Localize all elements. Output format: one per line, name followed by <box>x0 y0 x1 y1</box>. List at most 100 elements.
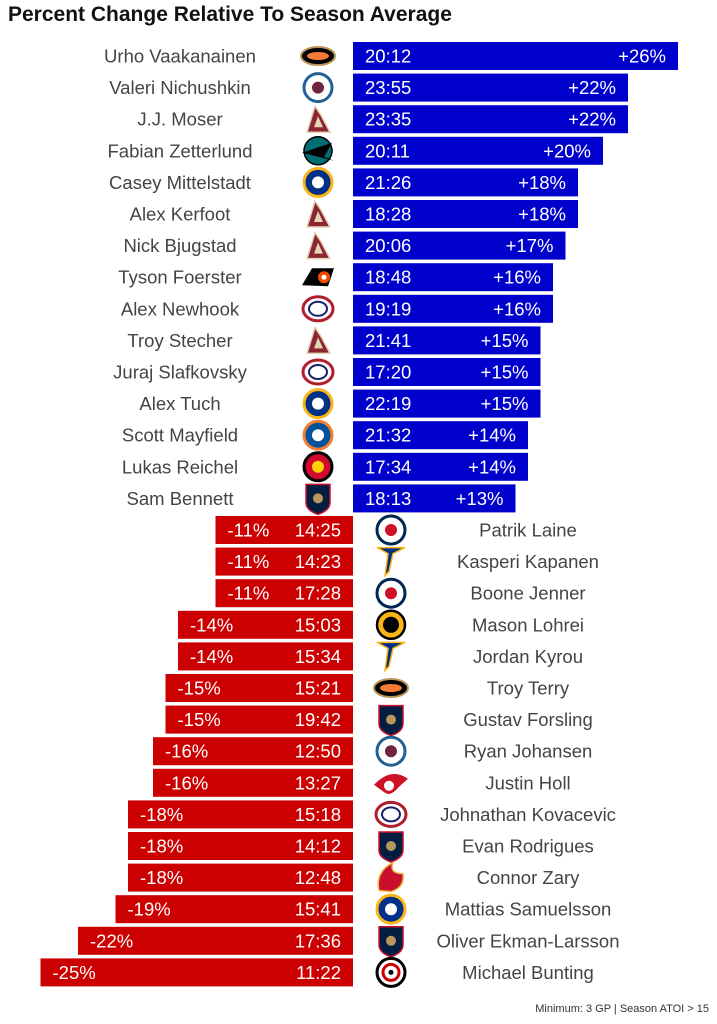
toi-label: 13:27 <box>295 772 341 793</box>
player-name: Boone Jenner <box>470 583 585 604</box>
toi-label: 15:18 <box>295 804 341 825</box>
toi-label: 12:48 <box>295 867 341 888</box>
chart-title: Percent Change Relative To Season Averag… <box>8 3 452 26</box>
florida-panthers-logo-icon <box>378 831 404 863</box>
bar-positive <box>353 452 528 481</box>
player-name: Fabian Zetterlund <box>107 140 252 161</box>
bar-negative <box>128 832 353 860</box>
pct-label: -16% <box>165 772 208 793</box>
player-name: Sam Bennett <box>127 488 234 509</box>
pct-label: +22% <box>568 109 616 130</box>
toi-label: 15:03 <box>295 614 341 635</box>
toi-label: 17:20 <box>365 362 411 383</box>
player-name: Connor Zary <box>477 867 581 888</box>
toi-label: 20:12 <box>365 46 411 67</box>
boston-bruins-logo-icon <box>375 609 407 641</box>
player-name: Troy Terry <box>487 678 570 699</box>
player-name: Mason Lohrei <box>472 614 584 635</box>
chart-rows: 20:12 +26% Urho Vaakanainen 23:55 +22% Valeri… <box>40 42 678 988</box>
pct-label: -16% <box>165 741 208 762</box>
player-name: Valeri Nichushkin <box>109 77 251 98</box>
player-name: Mattias Samuelsson <box>445 899 612 920</box>
player-name: Alex Kerfoot <box>130 204 231 225</box>
pct-label: -22% <box>90 930 133 951</box>
columbus-blue-jackets-logo-icon <box>375 514 407 546</box>
bar-positive <box>353 484 516 513</box>
pct-label: +26% <box>618 46 666 67</box>
chicago-blackhawks-logo-icon <box>302 451 334 483</box>
toi-label: 21:41 <box>365 330 411 351</box>
toi-label: 15:34 <box>295 646 341 667</box>
pct-label: -18% <box>140 804 183 825</box>
toi-label: 14:23 <box>295 551 341 572</box>
bar-positive <box>353 105 628 134</box>
anaheim-ducks-logo-icon <box>300 46 336 66</box>
toi-label: 14:25 <box>295 520 341 541</box>
toi-label: 20:06 <box>365 235 411 256</box>
pct-label: +13% <box>456 488 504 509</box>
colorado-avalanche-logo-icon <box>302 72 334 104</box>
bar-negative <box>215 579 353 608</box>
bar-negative <box>78 926 353 955</box>
toi-label: 18:13 <box>365 488 411 509</box>
pct-label: -18% <box>140 867 183 888</box>
pct-label: -11% <box>228 520 270 541</box>
player-name: Troy Stecher <box>127 330 232 351</box>
pct-label: -25% <box>53 962 96 983</box>
buffalo-sabres-logo-icon <box>375 893 407 925</box>
toi-label: 20:11 <box>365 140 410 161</box>
player-name: Michael Bunting <box>462 962 594 983</box>
player-name: Urho Vaakanainen <box>104 46 256 67</box>
toi-label: 12:50 <box>295 741 341 762</box>
detroit-red-wings-logo-icon <box>374 774 408 794</box>
player-name: Kasperi Kapanen <box>457 551 599 572</box>
toi-label: 18:48 <box>365 267 411 288</box>
player-name: Alex Tuch <box>139 393 220 414</box>
bar-positive <box>353 168 578 197</box>
bar-negative <box>128 863 353 892</box>
toi-label: 17:28 <box>295 583 341 604</box>
bar-negative <box>215 516 353 544</box>
player-name: Oliver Ekman-Larsson <box>436 930 619 951</box>
toi-label: 22:19 <box>365 393 411 414</box>
player-name: Scott Mayfield <box>122 425 238 446</box>
player-name: Jordan Kyrou <box>473 646 583 667</box>
bar-negative <box>40 958 353 987</box>
bar-negative <box>128 800 353 829</box>
pct-label: +16% <box>493 267 541 288</box>
player-name: Casey Mittelstadt <box>109 172 251 193</box>
pct-label: -11% <box>228 583 270 604</box>
player-name: Tyson Foerster <box>118 267 241 288</box>
player-name: Evan Rodrigues <box>462 836 594 857</box>
toi-label: 15:21 <box>295 678 341 699</box>
montreal-canadiens-logo-icon <box>301 358 335 386</box>
toi-label: 23:35 <box>365 109 411 130</box>
bar-negative <box>153 737 353 766</box>
pct-label: -18% <box>140 836 183 857</box>
pct-label: +18% <box>518 204 566 225</box>
florida-panthers-logo-icon <box>378 926 404 958</box>
footnote: Minimum: 3 GP | Season ATOI > 15 <box>535 1003 709 1015</box>
toi-label: 17:34 <box>365 456 411 477</box>
bar-negative <box>215 547 353 576</box>
bar-negative <box>178 642 353 671</box>
pct-label: +16% <box>493 298 541 319</box>
montreal-canadiens-logo-icon <box>374 800 408 828</box>
toi-label: 19:42 <box>295 709 341 730</box>
toi-label: 19:19 <box>365 298 411 319</box>
philadelphia-flyers-logo-icon <box>302 268 334 287</box>
bar-positive <box>353 200 578 228</box>
bar-positive <box>353 231 566 260</box>
toi-label: 15:41 <box>295 899 341 920</box>
player-name: Johnathan Kovacevic <box>440 804 616 825</box>
player-name: Gustav Forsling <box>463 709 593 730</box>
st-louis-blues-logo-icon <box>376 641 406 673</box>
bar-negative <box>178 610 353 639</box>
bar-negative <box>115 895 353 924</box>
colorado-avalanche-logo-icon <box>375 735 407 767</box>
st-louis-blues-logo-icon <box>376 546 406 578</box>
pct-label: -19% <box>128 899 171 920</box>
toi-label: 11:22 <box>296 962 341 983</box>
bar-positive <box>353 73 628 102</box>
pct-label: +17% <box>506 235 554 256</box>
